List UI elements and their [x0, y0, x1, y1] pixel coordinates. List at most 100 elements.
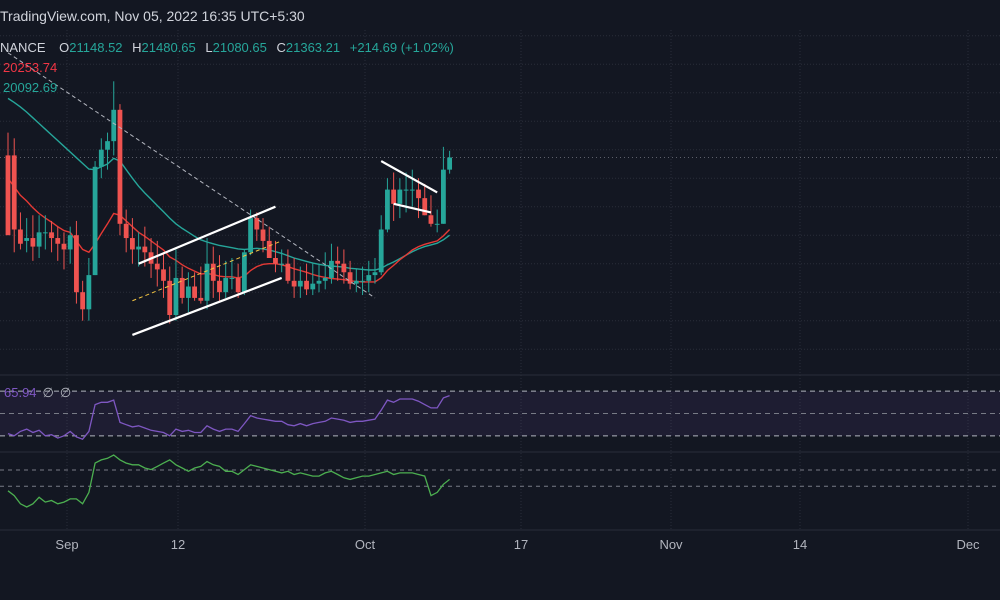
candle-body	[192, 286, 197, 298]
candle-body	[185, 286, 191, 298]
candle-body	[248, 218, 253, 253]
candle-body	[204, 263, 210, 301]
candle-body	[441, 169, 446, 224]
candle-body	[360, 280, 365, 282]
candle-body	[403, 189, 409, 191]
close-value: 21363.21	[285, 40, 341, 55]
candle-body	[130, 238, 135, 250]
ema-fast-value: 20092.69	[3, 80, 58, 95]
candle-body	[179, 277, 185, 298]
candle-body	[291, 280, 297, 287]
candle-body	[217, 280, 222, 293]
candle-body	[273, 258, 278, 264]
candle-body	[5, 155, 11, 236]
candle-body	[372, 272, 378, 276]
candle-body	[385, 189, 390, 230]
trendline	[7, 52, 376, 299]
change-value: +214.69 (+1.02%)	[349, 40, 454, 55]
candle-body	[260, 229, 266, 241]
candle-body	[36, 232, 42, 247]
oscillator-line	[7, 454, 451, 508]
candle-body	[428, 215, 434, 224]
ema-fast-line	[7, 97, 451, 271]
candle-body	[198, 297, 204, 301]
grid-lines	[0, 30, 1000, 530]
oscillator-panel	[0, 454, 1000, 508]
candle-body	[49, 232, 54, 239]
candle-body	[229, 277, 235, 279]
candle-body	[347, 272, 353, 284]
x-axis-label: Dec	[956, 537, 980, 552]
x-axis-label: 12	[170, 537, 186, 552]
rsi-na-value: ∅	[59, 385, 72, 400]
candle-body	[434, 223, 440, 225]
x-axis-label: Sep	[55, 537, 79, 552]
trendline	[132, 240, 282, 302]
x-axis-label: Oct	[354, 537, 376, 552]
candle-body	[422, 198, 428, 216]
candle-body	[409, 189, 415, 191]
candle-body	[30, 238, 36, 247]
close-label: C	[276, 40, 286, 55]
open-label: O	[59, 40, 70, 55]
candle-body	[74, 235, 79, 293]
candle-body	[61, 243, 67, 250]
candle-body	[210, 263, 216, 281]
x-axis-label: 14	[792, 537, 808, 552]
candle-body	[266, 240, 272, 258]
open-value: 21148.52	[69, 40, 123, 55]
candle-body	[154, 263, 160, 270]
rsi-line	[7, 394, 450, 440]
candle-body	[335, 260, 341, 264]
high-value: 21480.65	[141, 40, 196, 55]
rsi-na-value: ∅	[42, 385, 54, 400]
candle-body	[55, 238, 61, 244]
candle-body	[142, 246, 148, 253]
candle-body	[353, 280, 359, 284]
high-label: H	[132, 40, 142, 55]
candle-body	[447, 157, 453, 170]
candle-body	[80, 292, 86, 310]
pane-separators	[0, 374, 1000, 531]
ema-slow-value: 20253.74	[3, 60, 58, 75]
exchange-name: NANCE	[0, 40, 46, 55]
ema-slow-line	[7, 177, 451, 283]
candle-body	[161, 269, 166, 281]
low-label: L	[205, 40, 213, 55]
ema-lines	[7, 97, 451, 283]
candle-body	[111, 109, 117, 142]
trendline	[393, 202, 432, 214]
candle-body	[329, 260, 334, 278]
candle-body	[98, 149, 104, 167]
candle-body	[167, 280, 173, 315]
candle-body	[105, 141, 110, 150]
candle-body	[18, 229, 23, 244]
candle-body	[416, 189, 421, 199]
candle-body	[11, 155, 17, 230]
candle-body	[279, 263, 285, 265]
chart-watermark: TradingView.com, Nov 05, 2022 16:35 UTC+…	[0, 8, 305, 24]
rsi-value: 65.94	[4, 385, 37, 400]
candle-body	[24, 238, 30, 241]
candle-body	[173, 277, 179, 315]
candle-body	[254, 218, 260, 230]
candle-body	[235, 277, 241, 293]
candle-body	[117, 109, 123, 224]
candle-body	[42, 232, 48, 234]
rsi-legend: 65.94 ∅ ∅	[4, 385, 71, 401]
ohlc-legend: NANCE O21148.52 H21480.65 L21080.65 C213…	[0, 40, 454, 55]
candle-body	[136, 246, 142, 250]
candle-body	[241, 252, 247, 293]
candlesticks	[5, 81, 453, 324]
candle-body	[223, 277, 229, 293]
trendline	[380, 160, 438, 194]
candle-body	[397, 189, 403, 204]
candle-body	[391, 189, 397, 204]
candle-body	[304, 280, 309, 290]
candle-body	[123, 223, 129, 239]
candle-body	[285, 263, 291, 281]
trendline	[138, 205, 276, 265]
trendlines	[7, 52, 438, 336]
